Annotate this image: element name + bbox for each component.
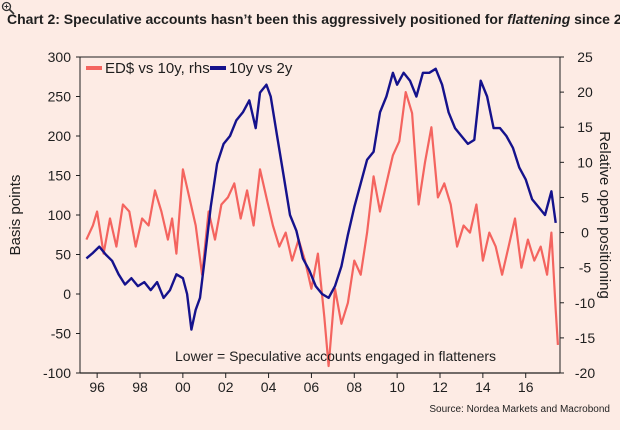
y-tick-label: 150 <box>48 168 72 184</box>
y2-tick-label: -15 <box>575 330 595 346</box>
x-tick-label: 96 <box>89 379 105 395</box>
y-tick-label: -50 <box>51 326 71 342</box>
y2-tick-label: 20 <box>577 84 593 100</box>
legend: ED$ vs 10y, rhs 10y vs 2y <box>86 60 293 77</box>
x-tick-label: 98 <box>132 379 148 395</box>
x-tick-label: 06 <box>304 379 320 395</box>
x-tick-label: 00 <box>175 379 191 395</box>
y2-tick-label: 25 <box>577 49 593 65</box>
y2-axis-label: Relative open positioning <box>596 131 613 299</box>
series-line-spread <box>85 67 557 331</box>
x-tick-label: 12 <box>432 379 448 395</box>
chart-annotation: Lower = Speculative accounts engaged in … <box>175 348 496 364</box>
y-tick-label: 100 <box>48 207 72 223</box>
magnifier-plus-icon[interactable] <box>1 1 15 15</box>
y-axis-label: Basis points <box>7 175 24 256</box>
y-tick-label: 0 <box>63 286 71 302</box>
y2-tick-label: 15 <box>577 119 593 135</box>
x-tick-label: 08 <box>346 379 362 395</box>
source-note: Source: Nordea Markets and Macrobond <box>429 404 610 415</box>
series-line-ed <box>85 90 559 368</box>
y-tick-label: 200 <box>48 128 72 144</box>
chart-title: Chart 2: Speculative accounts hasn’t bee… <box>7 11 620 27</box>
y2-tick-label: -20 <box>575 365 595 381</box>
title-text-emphasis: flattening <box>507 11 571 27</box>
y2-tick-label: 5 <box>581 189 589 205</box>
y2-tick-label: 0 <box>581 225 589 241</box>
y2-tick-label: -5 <box>579 260 592 276</box>
x-tick-label: 14 <box>475 379 491 395</box>
x-tick-label: 02 <box>218 379 234 395</box>
y2-tick-label: -10 <box>575 295 595 311</box>
x-tick-label: 16 <box>518 379 534 395</box>
y-tick-label: 300 <box>48 49 72 65</box>
legend-label-spread: 10y vs 2y <box>229 60 293 77</box>
y2-tick-label: 10 <box>577 154 593 170</box>
legend-label-ed: ED$ vs 10y, rhs <box>105 60 210 77</box>
x-tick-label: 10 <box>389 379 405 395</box>
x-tick-label: 04 <box>261 379 277 395</box>
y-tick-label: 250 <box>48 89 72 105</box>
y-tick-label: 50 <box>55 247 71 263</box>
y-tick-label: -100 <box>43 365 71 381</box>
title-text-end: since 2006 <box>574 11 620 27</box>
title-text-start: Chart 2: Speculative accounts hasn’t bee… <box>7 11 508 27</box>
